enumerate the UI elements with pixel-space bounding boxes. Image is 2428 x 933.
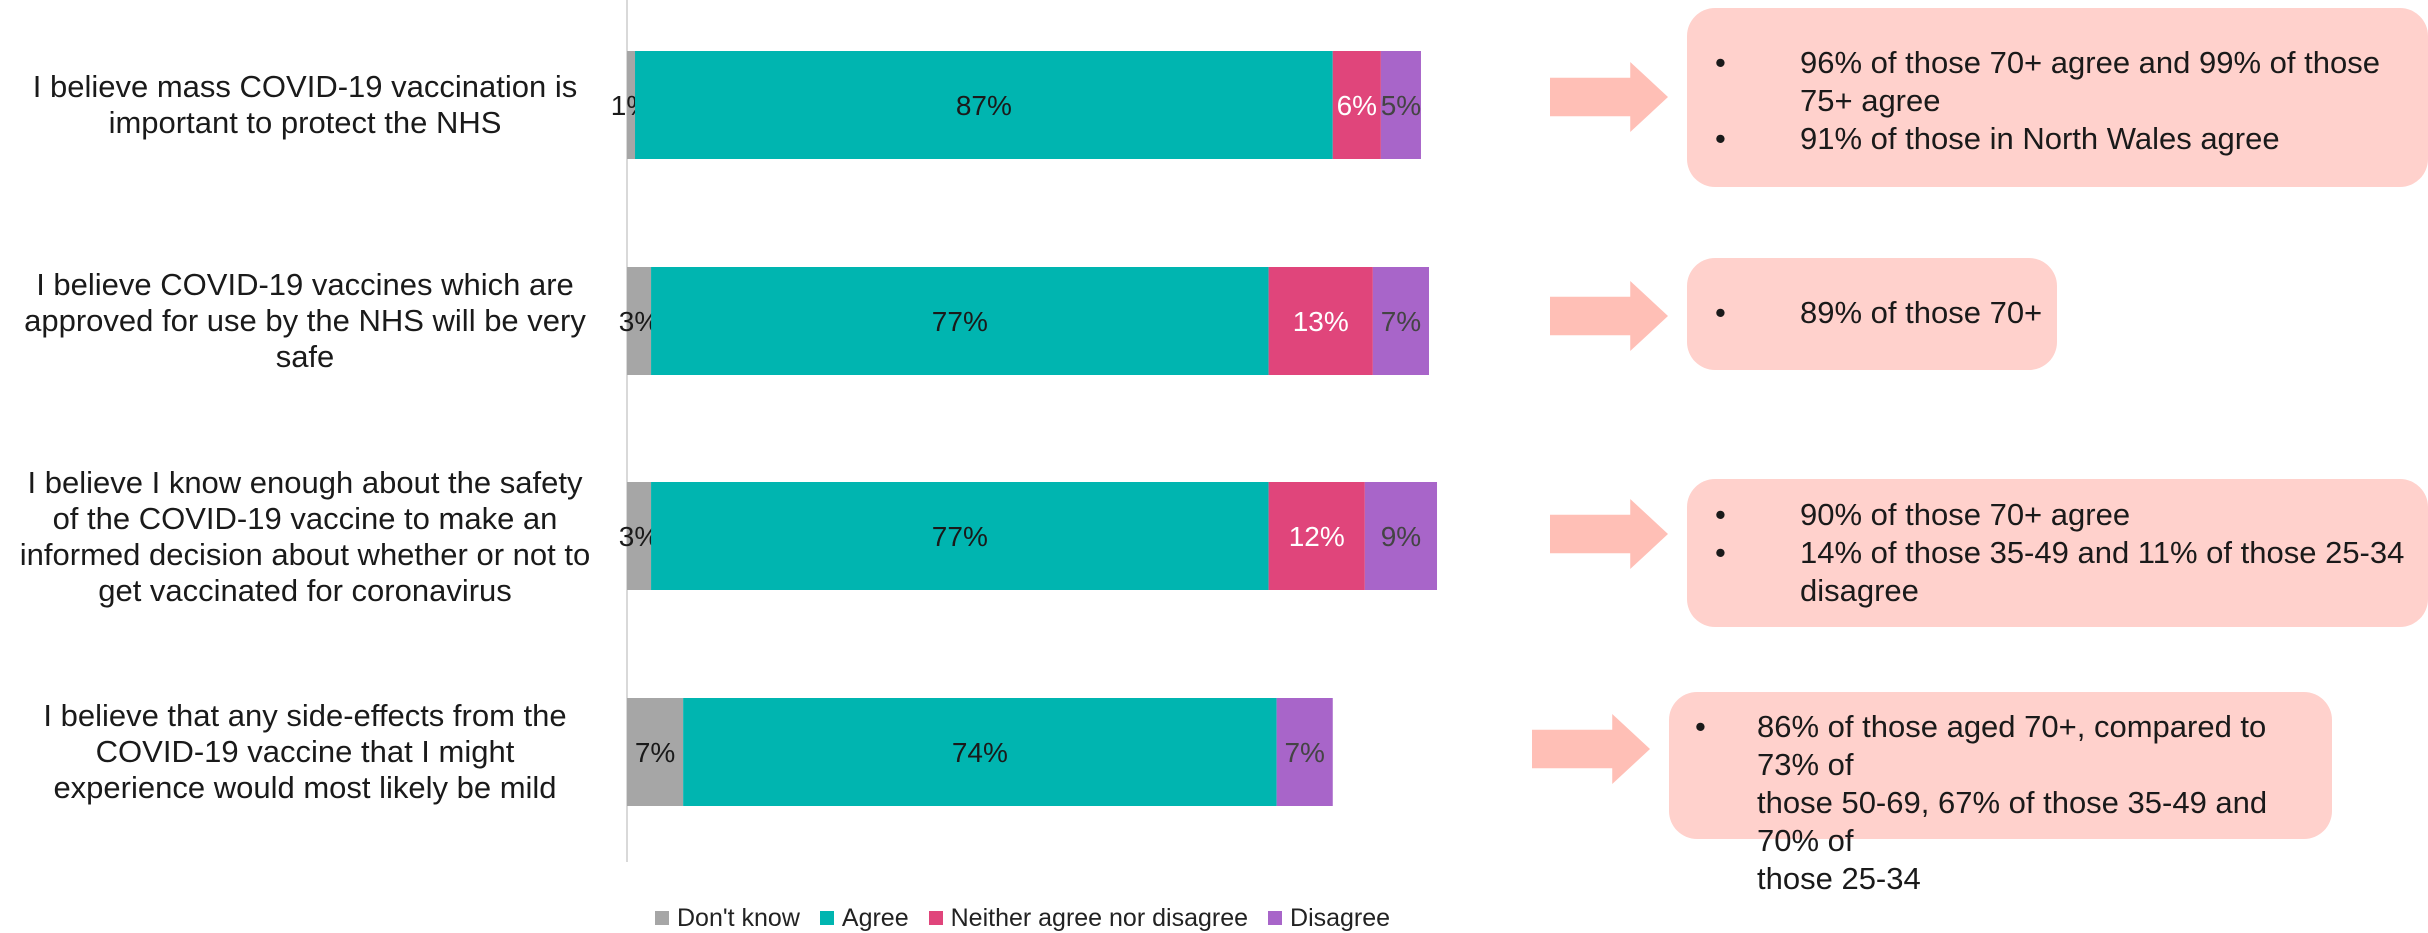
insight-text: 91% of those in North Wales agree bbox=[1800, 121, 2280, 156]
insight-bullet: • 86% of those aged 70+, compared to 73% … bbox=[1695, 708, 2332, 898]
insight-text: those 50-69, 67% of those 35-49 and 70% … bbox=[1757, 785, 2268, 858]
insight-text: those 25-34 bbox=[1757, 861, 1921, 896]
insight-list: • 90% of those 70+ agree • 14% of those 35-… bbox=[1715, 496, 2428, 610]
data-label: 74% bbox=[952, 737, 1008, 768]
statement-label: I believe COVID-19 vaccines which are app… bbox=[0, 267, 610, 375]
right-arrow-icon bbox=[1550, 62, 1668, 132]
insight-list: • 89% of those 70+ bbox=[1715, 294, 2057, 332]
insight-callout: • 90% of those 70+ agree • 14% of those 35-… bbox=[1687, 479, 2428, 627]
data-label: 77% bbox=[932, 306, 988, 337]
insight-callout: • 96% of those 70+ agree and 99% of those… bbox=[1687, 8, 2428, 187]
bar-segment-agree bbox=[635, 51, 1333, 159]
data-label: 5% bbox=[1381, 90, 1421, 121]
legend-label: Disagree bbox=[1290, 903, 1391, 932]
statement-label: I believe that any side-effects from the… bbox=[0, 698, 610, 806]
statement-line: approved for use by the NHS will be very bbox=[24, 303, 586, 338]
legend-label: Agree bbox=[841, 903, 909, 932]
data-label: 6% bbox=[1337, 90, 1377, 121]
statement-line: I believe mass COVID-19 vaccination is bbox=[32, 69, 578, 104]
insight-text: 14% of those 35-49 and 11% of those 25-3… bbox=[1800, 535, 2405, 570]
bullet-icon: • bbox=[1715, 295, 1726, 330]
chart-legend: Don't know Agree Neither agree nor disagre… bbox=[655, 903, 1410, 933]
statement-label: I believe mass COVID-19 vaccination is im… bbox=[0, 69, 610, 141]
data-label: 13% bbox=[1293, 306, 1349, 337]
insight-text: 89% of those 70+ bbox=[1800, 295, 2043, 330]
bullet-icon: • bbox=[1715, 535, 1726, 570]
bar-segment-agree bbox=[651, 482, 1269, 590]
statement-label: I believe I know enough about the safety… bbox=[0, 465, 610, 609]
bar-segment-agree bbox=[651, 267, 1269, 375]
bar-segment-don-t-know bbox=[627, 51, 636, 159]
statement-line: important to protect the NHS bbox=[108, 105, 502, 140]
insight-bullet: • 89% of those 70+ bbox=[1715, 294, 2057, 332]
bar-segment-don-t-know bbox=[627, 698, 684, 806]
statement-line: informed decision about whether or not t… bbox=[19, 537, 591, 572]
insight-callout: • 89% of those 70+ bbox=[1687, 258, 2057, 370]
insight-bullet: • 90% of those 70+ agree bbox=[1715, 496, 2428, 534]
bar-segment-neither-agree-nor-disagree bbox=[1268, 482, 1365, 590]
statement-line: safe bbox=[275, 339, 335, 374]
legend-item: Agree bbox=[819, 903, 909, 933]
bar-row-1: 1% 87% 6% 5% bbox=[611, 51, 1421, 159]
right-arrow-icon bbox=[1550, 499, 1668, 569]
statement-line: I believe COVID-19 vaccines which are bbox=[36, 267, 574, 302]
statement-line: experience would most likely be mild bbox=[53, 770, 557, 805]
bullet-icon: • bbox=[1695, 709, 1706, 744]
legend-item: Neither agree nor disagree bbox=[928, 903, 1249, 933]
insight-text: 90% of those 70+ agree bbox=[1800, 497, 2131, 532]
data-label: 77% bbox=[932, 521, 988, 552]
bar-row-2: 3% 77% 13% 7% bbox=[619, 267, 1429, 375]
insight-text: 96% of those 70+ agree and 99% of those bbox=[1800, 45, 2380, 80]
bar-segment-disagree bbox=[1380, 51, 1421, 159]
bar-segment-disagree bbox=[1372, 267, 1429, 375]
arrow-group bbox=[1532, 62, 1668, 784]
bar-segment-neither-agree-nor-disagree bbox=[1332, 51, 1381, 159]
statement-line: COVID-19 vaccine that I might bbox=[95, 734, 515, 769]
legend-swatch bbox=[819, 911, 834, 925]
bar-segment-neither-agree-nor-disagree bbox=[1268, 267, 1373, 375]
bar-row-3: 3% 77% 12% 9% bbox=[619, 482, 1438, 590]
bar-segment-agree bbox=[683, 698, 1277, 806]
bullet-icon: • bbox=[1715, 121, 1726, 156]
legend-swatch bbox=[928, 911, 943, 925]
bar-groups: 1% 87% 6% 5%3% 77% 13% 7%3% 77% 12% 9%7% 74% 7% bbox=[611, 51, 1438, 806]
data-label: 9% bbox=[1381, 521, 1421, 552]
statement-line: I believe that any side-effects from the bbox=[43, 698, 567, 733]
right-arrow-icon bbox=[1532, 714, 1650, 784]
bar-segment-don-t-know bbox=[627, 267, 652, 375]
legend-item: Disagree bbox=[1268, 904, 1390, 933]
legend-label: Don't know bbox=[677, 903, 800, 932]
insight-text: 86% of those aged 70+, compared to 73% o… bbox=[1757, 709, 2267, 782]
bar-segment-disagree bbox=[1364, 482, 1438, 590]
data-label: 12% bbox=[1289, 521, 1345, 552]
insight-bullet: • 96% of those 70+ agree and 99% of those… bbox=[1715, 44, 2428, 120]
data-label: 7% bbox=[1381, 306, 1421, 337]
legend-label: Neither agree nor disagree bbox=[950, 903, 1249, 932]
bar-segment-don-t-know bbox=[627, 482, 652, 590]
data-label: 7% bbox=[1284, 737, 1324, 768]
right-arrow-icon bbox=[1550, 281, 1668, 351]
legend-swatch bbox=[1268, 911, 1283, 925]
bar-segment-disagree bbox=[1276, 698, 1333, 806]
insight-list: • 96% of those 70+ agree and 99% of those… bbox=[1715, 44, 2428, 158]
statement-line: I believe I know enough about the safety bbox=[27, 465, 583, 500]
insight-text: 75+ agree bbox=[1800, 83, 1941, 118]
statement-line: of the COVID-19 vaccine to make an bbox=[52, 501, 558, 536]
data-label: 7% bbox=[635, 737, 675, 768]
insight-text: disagree bbox=[1800, 573, 1919, 608]
insight-bullet: • 91% of those in North Wales agree bbox=[1715, 120, 2428, 158]
insight-list: • 86% of those aged 70+, compared to 73% … bbox=[1695, 708, 2332, 898]
bullet-icon: • bbox=[1715, 497, 1726, 532]
bullet-icon: • bbox=[1715, 45, 1726, 80]
insight-callout: • 86% of those aged 70+, compared to 73% … bbox=[1669, 692, 2332, 896]
legend-swatch bbox=[655, 911, 669, 925]
insight-bullet: • 14% of those 35-49 and 11% of those 25-… bbox=[1715, 534, 2428, 610]
bar-row-4: 7% 74% 7% bbox=[627, 698, 1333, 806]
data-label: 87% bbox=[956, 90, 1012, 121]
statement-line: get vaccinated for coronavirus bbox=[98, 573, 512, 608]
legend-item: Don't know bbox=[655, 904, 800, 933]
